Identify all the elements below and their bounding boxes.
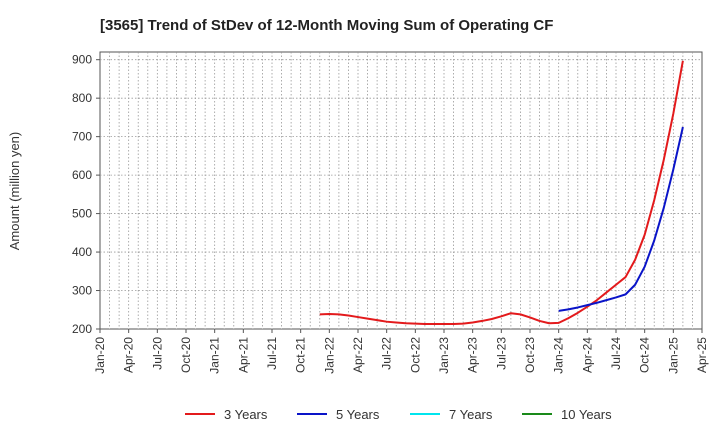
- x-tick-label: Jul-20: [150, 337, 164, 370]
- x-tick-label: Jan-22: [322, 337, 336, 374]
- y-tick-label: 200: [72, 322, 92, 336]
- x-tick-label: Apr-21: [236, 337, 250, 373]
- x-tick-label: Jan-20: [93, 337, 107, 374]
- plot-area: 200 300 400 500 600 700 800 900 Jan-20 Apr-20 Jul-…: [72, 51, 709, 374]
- x-tick-label: Jan-25: [666, 337, 680, 374]
- y-tick-label: 600: [72, 168, 92, 182]
- y-tick-label: 800: [72, 91, 92, 105]
- x-tick-label: Jul-21: [265, 337, 279, 370]
- x-tick-label: Jul-23: [494, 337, 508, 370]
- legend-label: 5 Years: [336, 407, 380, 422]
- x-tick-label: Apr-24: [580, 337, 594, 373]
- x-tick-label: Oct-20: [179, 337, 193, 373]
- y-tick-label: 900: [72, 53, 92, 67]
- y-tick-label: 500: [72, 207, 92, 221]
- y-tick-label: 300: [72, 284, 92, 298]
- x-tick-label: Jul-22: [380, 337, 394, 370]
- legend-label: 3 Years: [224, 407, 268, 422]
- y-tick-label: 700: [72, 130, 92, 144]
- legend-label: 10 Years: [561, 407, 612, 422]
- series-line-3-years: [319, 60, 684, 325]
- x-tick-label: Apr-20: [122, 337, 136, 373]
- y-axis-label: Amount (million yen): [7, 132, 22, 251]
- x-tick-label: Oct-21: [294, 337, 308, 373]
- x-tick-label: Apr-23: [466, 337, 480, 373]
- x-tick-label: Jan-21: [208, 337, 222, 374]
- x-tick-label: Jan-24: [552, 337, 566, 374]
- legend-label: 7 Years: [449, 407, 493, 422]
- chart-title: [3565] Trend of StDev of 12-Month Moving…: [100, 17, 553, 34]
- x-tick-label: Oct-24: [638, 337, 652, 373]
- series-line-5-years: [558, 126, 684, 312]
- x-tick-label: Jul-24: [609, 337, 623, 370]
- x-tick-label: Apr-22: [351, 337, 365, 373]
- x-tick-label: Oct-23: [523, 337, 537, 373]
- x-tick-label: Apr-25: [695, 337, 709, 373]
- legend: 3 Years 5 Years 7 Years 10 Years: [185, 407, 612, 422]
- y-tick-label: 400: [72, 245, 92, 259]
- x-tick-label: Jan-23: [437, 337, 451, 374]
- x-tick-label: Oct-22: [408, 337, 422, 373]
